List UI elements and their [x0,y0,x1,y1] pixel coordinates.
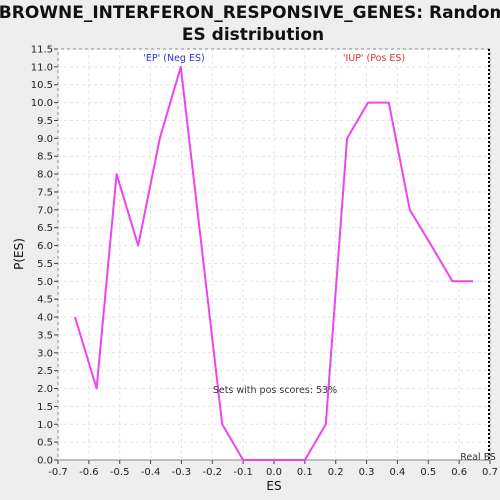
y-tick-label: 5.5 [37,259,53,270]
y-tick-label: 8.0 [37,170,53,181]
y-tick-label: 0.5 [37,438,53,449]
series-line [74,65,473,461]
neg-es-label: 'EP' (Neg ES) [143,53,204,64]
y-tick-label: 4.5 [37,295,53,306]
x-tick-label: 0.7 [482,467,498,478]
chart-title-line-2: ES distribution [182,25,324,45]
x-tick-label: 0.4 [389,467,405,478]
y-tick-label: 6.5 [37,223,53,234]
y-tick-label: 7.0 [37,205,53,216]
pos-scores-annotation: Sets with pos scores: 53% [213,385,337,396]
axes: 0.0 0.5 1.0 1.5 2.0 2.5 3.0 3.5 4.0 4.5 5.0 5.5 6.0 6… [31,45,498,479]
x-tick-label: 0.3 [359,467,375,478]
y-tick-label: 1.0 [37,420,53,431]
y-tick-label: 9.5 [37,116,53,127]
x-tick-label: -0.6 [79,467,99,478]
series-layer [74,49,490,461]
y-tick-label: 6.0 [37,241,53,252]
real-es-label: Real ES [460,452,496,463]
chart-title-line-1: BROWNE_INTERFERON_RESPONSIVE_GENES: Rand… [0,3,500,23]
x-tick-label: 0.6 [451,467,467,478]
y-tick-label: 3.0 [37,348,53,359]
y-tick-label: 1.5 [37,402,53,413]
x-tick-label: -0.3 [172,467,192,478]
y-tick-label: 9.0 [37,134,53,145]
x-tick-label: -0.5 [110,467,130,478]
y-tick-label: 3.5 [37,330,53,341]
x-tick-label: -0.1 [233,467,253,478]
y-tick-label: 0.0 [37,456,53,467]
x-tick-label: 0.0 [266,467,282,478]
y-tick-label: 10.0 [31,98,53,109]
y-tick-label: 2.5 [37,366,53,377]
x-tick-label: 0.5 [420,467,436,478]
pos-es-label: 'IUP' (Pos ES) [343,53,405,64]
y-tick-label: 11.0 [31,62,53,73]
x-axis-label: ES [266,479,281,493]
y-tick-label: 7.5 [37,187,53,198]
y-tick-label: 4.0 [37,313,53,324]
y-tick-label: 10.5 [31,80,53,91]
y-tick-label: 8.5 [37,152,53,163]
x-tick-label: -0.7 [48,467,68,478]
x-tick-label: -0.2 [203,467,223,478]
y-tick-label: 11.5 [31,45,53,56]
x-tick-label: 0.1 [297,467,313,478]
y-tick-label: 2.0 [37,384,53,395]
grid [57,48,491,460]
y-tick-label: 5.0 [37,277,53,288]
y-axis-label: P(ES) [12,238,26,270]
x-tick-label: 0.2 [328,467,344,478]
x-tick-label: -0.4 [141,467,161,478]
